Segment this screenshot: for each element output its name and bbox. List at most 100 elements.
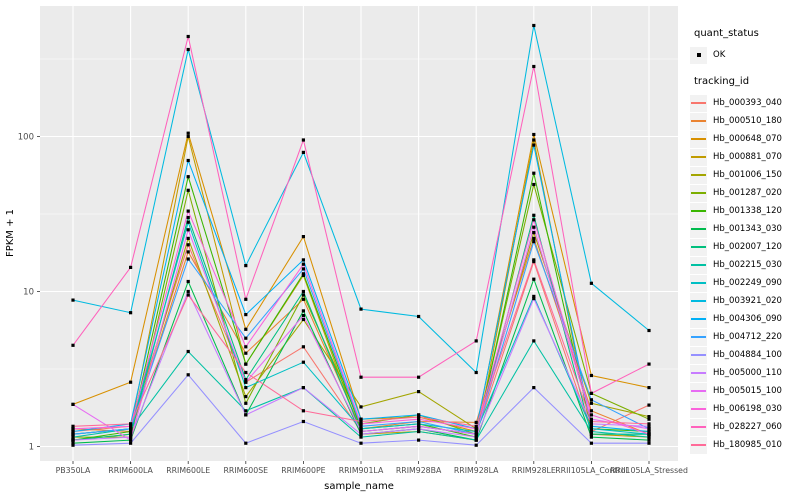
data-point [647,441,651,445]
legend-key-box [690,202,707,220]
legend-key-box [690,364,707,382]
data-point [71,424,75,428]
data-point [474,429,478,434]
legend-item-label: Hb_002249_090 [713,278,782,288]
data-point [589,281,593,285]
legend-color-line-icon [691,156,706,158]
legend-color-line-icon [691,372,706,374]
data-point [301,313,305,318]
data-point [301,360,305,364]
data-point [359,432,363,436]
data-point [589,398,593,402]
legend-color-line-icon [691,390,706,392]
data-point [244,401,248,405]
data-point [359,375,363,379]
legend-item-label: Hb_003921_020 [713,296,782,306]
data-point [359,429,363,434]
legend-key-box [690,382,707,400]
legend-item-label: Hb_000393_040 [713,98,782,108]
x-tick-label: PB350LA [56,466,91,475]
data-point [301,138,305,142]
data-point [71,438,75,442]
data-point [244,370,248,375]
data-point [186,34,190,39]
legend-tracking-id-title: tracking_id [694,76,750,87]
legend-item: Hb_004712_220 [690,328,798,346]
y-tick-label: 100 [18,133,34,143]
data-point [647,403,651,407]
data-point [244,336,248,340]
data-point [417,422,421,426]
legend-item-label: Hb_000881_070 [713,152,782,162]
legend-color-line-icon [691,426,706,428]
data-point [589,424,593,428]
data-point [301,272,305,276]
data-point [532,218,536,222]
legend-item-label: Hb_028227_060 [713,422,782,432]
chart-plot-area: 1 10 100 PB350LA RRIM600LA RRIM600LE RRIM600SE… [5,6,688,492]
data-point [532,23,536,28]
data-point [417,429,421,434]
legend-key-box [690,130,707,148]
data-point [301,345,305,349]
legend-color-line-icon [691,354,706,356]
legend-key-box [690,220,707,238]
legend-item: Hb_003921_020 [690,292,798,310]
legend-item-ok: OK [690,46,798,64]
chart-panel [40,6,678,461]
data-point [647,417,651,421]
legend-key-box [690,400,707,418]
chart-data-points [71,23,651,447]
legend-panel: quant_status OK tracking_id Hb_000393_04… [690,28,798,466]
data-point [301,297,305,301]
legend-item: Hb_005015_100 [690,382,798,400]
data-point [301,258,305,262]
legend-tracking-id: tracking_id Hb_000393_040 Hb_000510_180 Hb… [690,76,798,454]
legend-item: Hb_002215_030 [690,256,798,274]
data-point [244,362,248,366]
legend-color-line-icon [691,102,706,104]
data-point [474,443,478,447]
legend-quant-status: quant_status OK [690,28,798,64]
legend-item: Hb_000393_040 [690,94,798,112]
data-point [244,345,248,349]
data-point [301,150,305,154]
legend-item: Hb_006198_030 [690,400,798,418]
data-point [71,429,75,434]
legend-item: Hb_000881_070 [690,148,798,166]
data-point [532,64,536,69]
legend-key-box [690,94,707,112]
legend-item-label: Hb_002215_030 [713,260,782,270]
legend-key-box [690,238,707,256]
data-point [474,438,478,442]
legend-key-box [690,436,707,454]
data-point [186,243,190,247]
data-point [244,297,248,301]
legend-key-box [690,328,707,346]
data-point [186,236,190,240]
data-point [417,375,421,379]
data-point [186,289,190,294]
legend-key-box [690,112,707,130]
data-point [244,441,248,445]
x-tick-label: RRIM901LA [339,466,384,475]
data-point [71,441,75,445]
data-point [129,441,133,445]
y-axis-title: FPKM + 1 [5,209,16,257]
data-point [301,409,305,413]
data-point [359,424,363,428]
data-point [359,427,363,431]
point-marker-icon [696,53,701,57]
data-point [589,435,593,439]
data-point [417,427,421,431]
data-point [532,258,536,262]
legend-color-line-icon [691,282,706,284]
data-point [647,424,651,428]
data-point [532,277,536,281]
legend-color-line-icon [691,246,706,248]
data-point [532,182,536,187]
legend-item: Hb_001343_030 [690,220,798,238]
data-point [532,143,536,147]
legend-color-line-icon [691,264,706,266]
